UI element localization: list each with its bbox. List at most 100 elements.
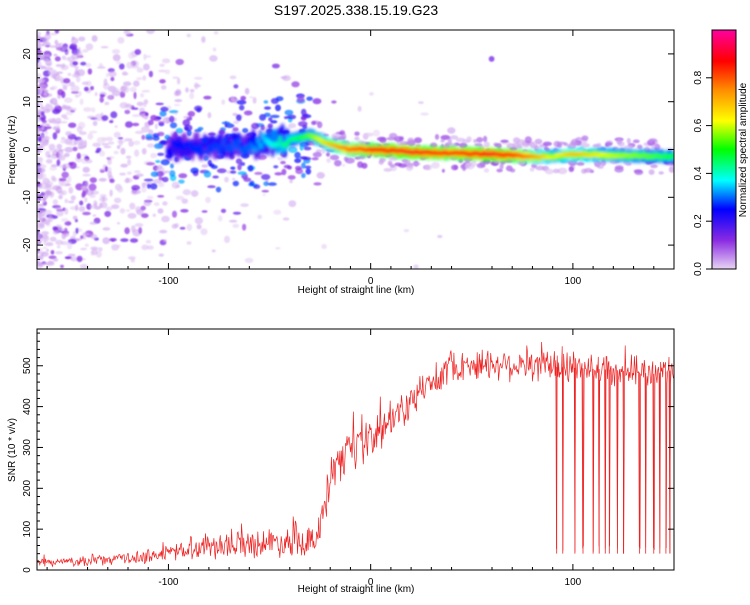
spectrogram-speckle-dot (189, 92, 195, 100)
spectrogram-speckle-dot (447, 127, 456, 134)
spectrogram-ridge-halo-dot (242, 128, 249, 133)
spectrogram-speckle-dot (50, 32, 57, 36)
spectrogram-speckle-dot (232, 223, 240, 228)
spectrogram-ridge-halo-dot (264, 106, 271, 110)
spectrogram-ridge-halo-dot (232, 127, 239, 132)
spectrogram-speckle-dot (76, 126, 83, 133)
spectrogram-speckle-dot (64, 183, 72, 187)
spectrogram-speckle-dot (130, 258, 135, 263)
spectrogram-speckle-dot (76, 255, 83, 263)
spectrogram-ridge-halo-dot (552, 168, 560, 174)
spectrogram-ridge-inner (202, 137, 208, 144)
spectrogram-speckle-dot (178, 173, 188, 179)
spectrogram-speckle-dot (105, 136, 114, 142)
spectrogram-speckle-dot (74, 94, 80, 98)
colorbar: 0.0 0.2 0.4 0.6 0.8 Normalized spectral ampl… (693, 29, 749, 276)
spectrogram-speckle-dot (66, 242, 73, 250)
spectrogram-ridge-halo-dot (187, 110, 196, 117)
spectrogram-speckle-dot (185, 87, 189, 93)
spectrogram-speckle-dot (117, 137, 124, 140)
spectrogram-ridge-inner (166, 147, 171, 154)
spectrogram-speckle-dot (124, 104, 132, 108)
spectrogram-speckle-dot (143, 63, 150, 71)
spectrogram-speckle-dot (49, 236, 57, 242)
spectrogram-speckle-dot (282, 217, 290, 221)
snr-y-tick-label: 300 (22, 439, 33, 456)
spectrogram-ridge-halo-dot (345, 157, 355, 164)
spectrogram-speckle-dot (86, 115, 96, 119)
spectrogram-speckle-dot (90, 234, 98, 240)
spectrogram-speckle-dot (62, 163, 71, 169)
spectrogram-ridge-halo-dot (178, 179, 185, 184)
spectrogram-ridge-halo-dot (301, 162, 306, 169)
spectrogram-speckle-dot (280, 160, 286, 165)
snr-x-tick-label: -100 (158, 577, 178, 588)
spectrogram-ridge-halo-dot (259, 114, 267, 121)
spectrogram-speckle-dot (148, 70, 153, 78)
spectrogram-ridge-halo-dot (424, 164, 433, 171)
spectrogram-speckle-dot (67, 253, 76, 257)
spectrogram-ridge-halo-dot (145, 133, 153, 140)
spectrogram-speckle-dot (109, 178, 115, 183)
spectrogram-ridge-halo-dot (168, 115, 175, 123)
spectrogram-speckle-dot (161, 58, 171, 64)
spectrogram-ridge-halo-dot (576, 162, 585, 166)
spectrogram-speckle-dot (86, 203, 92, 210)
spectrogram-speckle-dot (93, 200, 98, 206)
spectrogram-speckle-dot (37, 156, 42, 163)
spectrogram-speckle-dot (140, 93, 145, 98)
spectrogram-speckle-dot (87, 68, 93, 75)
spectrogram-speckle-dot (161, 215, 170, 223)
spectrogram-speckle-dot (181, 198, 189, 204)
spectrogram-speckle-dot (121, 85, 130, 94)
spectrogram-ridge-halo-dot (261, 174, 271, 180)
spectrogram-speckle-dot (142, 75, 147, 81)
spectrogram-speckle-dot (81, 185, 88, 191)
spectrogram-speckle-dot (56, 209, 64, 217)
spectrogram-ridge-halo-dot (357, 161, 364, 169)
spectrogram-ridge-halo-dot (388, 156, 398, 161)
spectrogram-speckle-dot (189, 89, 195, 93)
spectrogram-speckle-dot (109, 189, 113, 197)
spectrogram-speckle-dot (224, 176, 229, 183)
spectrogram-speckle-dot (155, 102, 164, 106)
spectrogram-ridge-halo-dot (326, 152, 330, 157)
spectrogram-speckle-dot (242, 223, 247, 231)
spectrogram-ridge-halo-dot (299, 143, 304, 151)
spectrogram-speckle-dot (147, 143, 155, 148)
spectrogram-speckle-dot (141, 89, 151, 93)
spectrogram-speckle-dot (158, 253, 164, 257)
spectrogram-speckle-dot (53, 257, 59, 262)
spectrogram-speckle-dot (111, 87, 120, 93)
spectrogram-speckle-dot (49, 166, 57, 171)
spectrogram-speckle-dot (50, 250, 55, 255)
spectrogram-speckle-dot (118, 138, 123, 147)
spectrogram-speckle-dot (194, 82, 199, 90)
spectrogram-ridge-halo-dot (648, 169, 655, 175)
spectrogram-ridge-halo-dot (296, 96, 305, 103)
spectrogram-ridge-halo-dot (447, 138, 452, 145)
spectrogram-speckle-dot (53, 53, 58, 57)
spectrogram-ridge-halo-dot (580, 142, 590, 148)
spectrogram-ridge-halo-dot (230, 166, 236, 170)
spectrogram-ridge-inner (670, 154, 674, 158)
spectrogram-ridge-halo-dot (406, 139, 416, 147)
snr-y-tick-label: 0 (22, 567, 33, 573)
spectrogram-speckle-dot (91, 35, 98, 42)
spectrogram-speckle-dot (233, 84, 239, 89)
spectrogram-speckle-dot (56, 245, 61, 249)
spectrogram-speckle-dot (156, 166, 165, 172)
colorbar-tick-label: 0.0 (693, 262, 704, 276)
spectrogram-speckle-dot (117, 37, 125, 44)
spectrogram-speckle-dot (441, 168, 445, 173)
spectrogram-speckle-dot (68, 81, 75, 87)
spectrogram-speckle-dot (244, 257, 254, 264)
spectrogram-speckle-dot (201, 164, 209, 168)
spectrogram-speckle-dot (37, 35, 40, 42)
spectrogram-speckle-dot (132, 122, 140, 127)
spectrogram-y-tick-label: 0 (22, 146, 33, 152)
spectrogram-ridge-halo-dot (499, 163, 504, 170)
spectrogram-speckle-dot (104, 210, 112, 217)
spectrogram-speckle-dot (141, 244, 149, 251)
spectrogram-ridge-inner (195, 148, 201, 155)
